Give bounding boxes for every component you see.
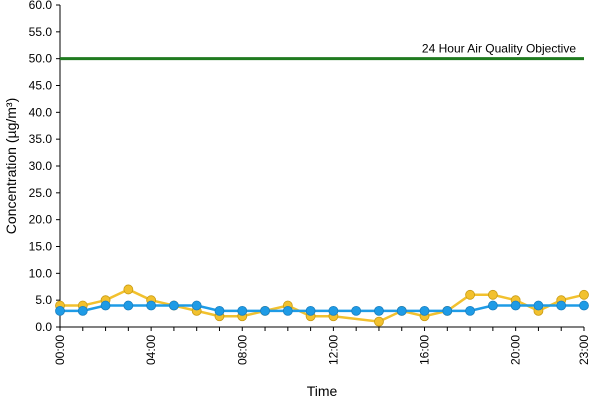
series-2-point [510, 300, 521, 311]
series-2-point [282, 305, 293, 316]
axes: 0.0 5.0 10.0 15.0 20.0 25.0 30.0 35.0 40.0 45.0 50… [29, 0, 591, 365]
series-1-point [487, 289, 498, 300]
series-1-point [465, 289, 475, 300]
series-2-point [579, 300, 589, 311]
series-1-point [579, 289, 589, 300]
y-tick-label: 0.0 [35, 320, 52, 334]
series-2-point [419, 305, 430, 316]
series-2-point [123, 300, 134, 311]
y-tick-label: 50.0 [29, 52, 53, 66]
series-2-point [442, 305, 453, 316]
series-2-point [487, 300, 498, 311]
series-2-point [77, 305, 88, 316]
x-tick-label: 00:00 [53, 335, 67, 365]
y-tick-label: 10.0 [29, 266, 53, 280]
y-tick-label: 40.0 [29, 105, 53, 119]
y-tick-label: 35.0 [29, 132, 53, 146]
series-1-point [374, 316, 384, 327]
series-2-point [191, 300, 202, 311]
x-tick-label: 12:00 [326, 335, 340, 365]
series-2-point [396, 305, 407, 316]
y-axis-title: Concentration (µg/m³) [3, 98, 19, 234]
series-2-point [374, 305, 384, 316]
series-2-line [60, 304, 584, 313]
series-1-point [123, 284, 134, 295]
x-tick-label: 16:00 [418, 335, 432, 365]
series-2-point [533, 300, 544, 311]
y-tick-label: 20.0 [29, 213, 53, 227]
x-tick-label: 04:00 [144, 335, 158, 365]
y-tick-label: 30.0 [29, 159, 53, 173]
series-2 [55, 300, 589, 316]
series-2-point [351, 305, 362, 316]
series-2-point [169, 300, 179, 311]
x-axis-ticks: 00:00 04:00 08:00 12:00 16:00 20:00 23:00 [53, 327, 591, 365]
series-2-point [328, 305, 339, 316]
series-2-point [55, 305, 65, 316]
series-2-point [237, 305, 248, 316]
y-tick-label: 25.0 [29, 186, 53, 200]
y-tick-label: 60.0 [29, 0, 53, 12]
y-tick-label: 15.0 [29, 240, 53, 254]
x-tick-label: 20:00 [509, 335, 523, 365]
y-tick-label: 45.0 [29, 79, 53, 93]
series-2-point [260, 305, 270, 316]
x-tick-label: 08:00 [235, 335, 249, 365]
series-2-point [100, 300, 111, 311]
y-tick-label: 5.0 [35, 293, 52, 307]
series-2-point [305, 305, 316, 316]
series-2-point [556, 300, 567, 311]
reference-line-group: 24 Hour Air Quality Objective [60, 42, 584, 61]
series-2-point [214, 305, 225, 316]
series-2-point [146, 300, 157, 311]
series-2-point [465, 305, 475, 316]
air-quality-objective-label: 24 Hour Air Quality Objective [422, 42, 576, 56]
y-axis-ticks: 0.0 5.0 10.0 15.0 20.0 25.0 30.0 35.0 40.0 45.0 50… [29, 0, 60, 334]
x-axis-title: Time [307, 383, 338, 399]
y-tick-label: 55.0 [29, 25, 53, 39]
series-group [55, 284, 589, 327]
x-tick-label: 23:00 [577, 335, 591, 365]
